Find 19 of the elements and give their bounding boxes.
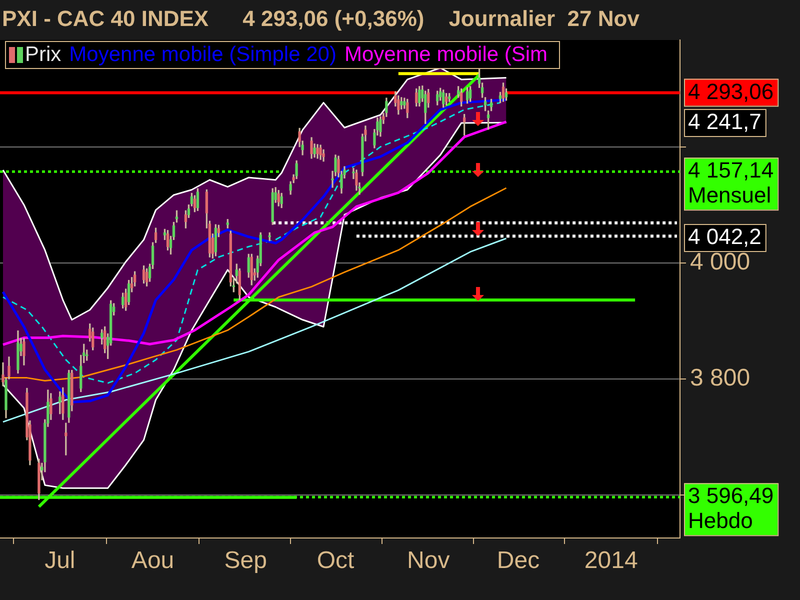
ref-line-label: 4 157,14 Mensuel [688, 158, 774, 208]
text: 4 042,2 [688, 224, 762, 250]
x-tick-label: Oct [316, 547, 355, 574]
text: Moyenne mobile (Simple 20) [69, 43, 336, 66]
y-tick-label: 4 000 [690, 248, 750, 276]
ref-line-label: 3 596,49 Hebdo [688, 483, 774, 534]
y-tick-label: 3 800 [690, 364, 750, 392]
chart-subtitle: 4 293,06 (+0,36%) Journalier 27 Nov [242, 6, 640, 31]
x-tick-label: Sep [224, 547, 267, 574]
text: Moyenne mobile (Sim [344, 43, 548, 66]
chart-title: PXI - CAC 40 INDEX [2, 6, 209, 31]
x-tick-label: Dec [496, 547, 540, 574]
x-tick-label: Jul [44, 547, 76, 574]
x-tick-label: 2014 [584, 547, 638, 574]
x-tick-label: Nov [407, 547, 450, 574]
x-tick-label: Aou [131, 547, 174, 574]
text: 4 241,7 [688, 109, 762, 134]
legend-label: Prix [25, 43, 62, 66]
ref-line-label: 4 293,06 [688, 78, 774, 104]
